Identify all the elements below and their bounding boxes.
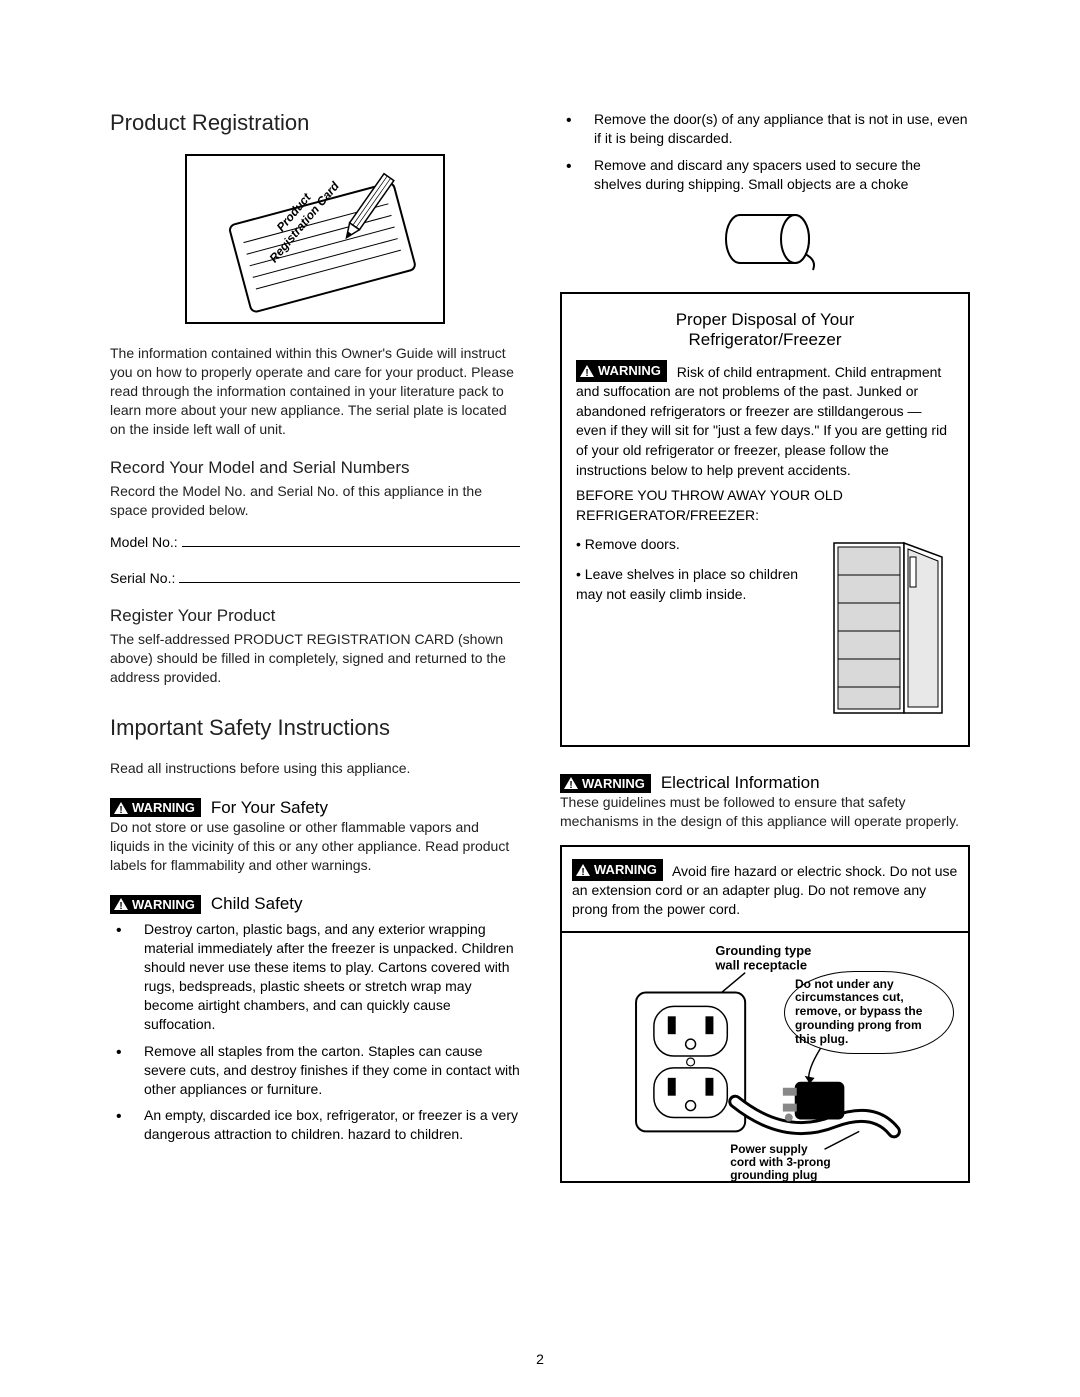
svg-text:Grounding type: Grounding type xyxy=(715,942,811,957)
disposal-title: Proper Disposal of Your Refrigerator/Fre… xyxy=(576,310,954,350)
safety-instructions-heading: Important Safety Instructions xyxy=(110,715,520,741)
warning-badge: ! WARNING xyxy=(110,895,201,914)
model-number-field[interactable]: Model No.: xyxy=(110,534,520,550)
svg-text:Power supply: Power supply xyxy=(730,1142,808,1156)
electrical-info-heading: ! WARNING Electrical Information xyxy=(560,773,970,793)
safety-intro: Read all instructions before using this … xyxy=(110,759,520,778)
disposal-box: Proper Disposal of Your Refrigerator/Fre… xyxy=(560,292,970,748)
svg-text:cord with 3-prong: cord with 3-prong xyxy=(730,1155,830,1169)
svg-text:!: ! xyxy=(585,368,588,377)
list-item: Remove all staples from the carton. Stap… xyxy=(110,1042,520,1099)
serial-number-field[interactable]: Serial No.: xyxy=(110,570,520,586)
disposal-steps: • Remove doors. • Leave shelves in place… xyxy=(576,535,812,725)
svg-text:!: ! xyxy=(581,867,584,876)
disposal-before: BEFORE YOU THROW AWAY YOUR OLD REFRIGERA… xyxy=(576,486,954,525)
list-item: Destroy carton, plastic bags, and any ex… xyxy=(110,920,520,1033)
warning-badge: ! WARNING xyxy=(576,360,667,382)
record-numbers-heading: Record Your Model and Serial Numbers xyxy=(110,458,520,478)
warning-badge: ! WARNING xyxy=(572,859,663,881)
child-safety-list: Destroy carton, plastic bags, and any ex… xyxy=(110,920,520,1144)
for-your-safety-body: Do not store or use gasoline or other fl… xyxy=(110,818,520,875)
disposal-warning-text: ! WARNING Risk of child entrapment. Chil… xyxy=(576,360,954,481)
right-column: Remove the door(s) of any appliance that… xyxy=(560,110,970,1183)
svg-text:grounding plug: grounding plug xyxy=(730,1168,817,1181)
svg-text:!: ! xyxy=(569,780,572,789)
registration-intro: The information contained within this Ow… xyxy=(110,344,520,438)
product-registration-heading: Product Registration xyxy=(110,110,520,136)
register-product-heading: Register Your Product xyxy=(110,606,520,626)
top-bullets: Remove the door(s) of any appliance that… xyxy=(560,110,970,194)
grounding-diagram: Grounding type wall receptacle xyxy=(560,933,970,1183)
child-safety-heading: ! WARNING Child Safety xyxy=(110,894,520,914)
warning-badge: ! WARNING xyxy=(110,798,201,817)
svg-text:!: ! xyxy=(119,805,122,814)
model-number-label: Model No.: xyxy=(110,534,178,550)
page-number: 2 xyxy=(0,1351,1080,1367)
register-product-body: The self-addressed PRODUCT REGISTRATION … xyxy=(110,630,520,687)
list-item: Remove and discard any spacers used to s… xyxy=(560,156,970,194)
left-column: Product Registration Product Registratio… xyxy=(110,110,520,1183)
electrical-body: These guidelines must be followed to ens… xyxy=(560,793,970,831)
for-your-safety-heading: ! WARNING For Your Safety xyxy=(110,798,520,818)
spacer-illustration xyxy=(560,204,970,274)
fridge-illustration xyxy=(824,535,954,725)
serial-number-label: Serial No.: xyxy=(110,570,175,586)
grounding-callout: Do not under any circumstances cut, remo… xyxy=(784,971,954,1054)
list-item: Remove the door(s) of any appliance that… xyxy=(560,110,970,148)
list-item: An empty, discarded ice box, refrigerato… xyxy=(110,1106,520,1144)
svg-text:!: ! xyxy=(119,901,122,910)
registration-card-illustration: Product Registration Card xyxy=(185,154,445,324)
warning-badge: ! WARNING xyxy=(560,774,651,793)
record-numbers-body: Record the Model No. and Serial No. of t… xyxy=(110,482,520,520)
svg-text:wall receptacle: wall receptacle xyxy=(714,957,807,972)
electrical-warning-box: ! WARNING Avoid fire hazard or electric … xyxy=(560,845,970,932)
